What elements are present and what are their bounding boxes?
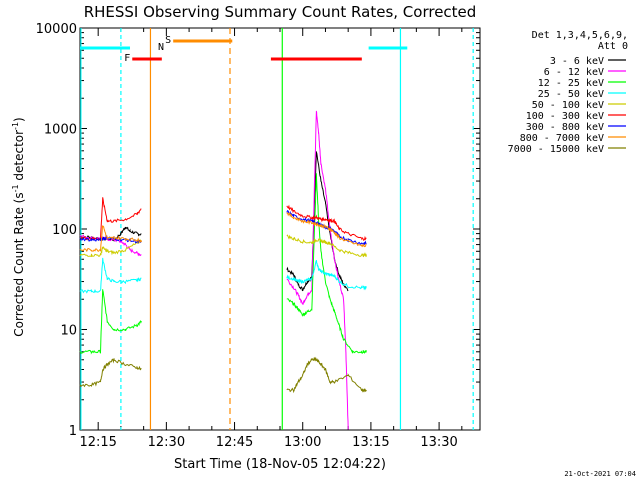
y-axis-label-main: Corrected Count Rate (s: [12, 192, 26, 336]
x-axis-label: Start Time (18-Nov-05 12:04:22): [174, 457, 386, 472]
legend-entry-label: 3 - 6 keV: [550, 56, 604, 67]
flag-label: S: [165, 35, 171, 46]
legend-entry-label: 25 - 50 keV: [538, 89, 604, 100]
x-tick-label: 12:30: [148, 435, 185, 450]
series-line: [286, 151, 349, 292]
flag-label: N: [158, 42, 164, 53]
flag-label: F: [124, 53, 130, 64]
legend-entry-label: 300 - 800 keV: [526, 122, 604, 133]
x-tick-label: 12:45: [216, 435, 253, 450]
y-tick-label: 10000: [36, 22, 77, 37]
series-line: [79, 225, 142, 253]
series-line: [79, 289, 142, 355]
y-tick-label: 1: [69, 424, 77, 439]
series-line: [286, 211, 367, 248]
x-tick-label: 13:30: [420, 435, 457, 450]
plot-area: 1 10 100 1000 10000 12:15 12:30 12:45 13:00 13:15…: [36, 22, 481, 450]
series-line: [286, 356, 367, 394]
series-line: [79, 257, 142, 294]
legend-entry-label: 100 - 300 keV: [526, 111, 604, 122]
series-line: [286, 259, 367, 291]
y-tick-label: 1000: [44, 123, 77, 138]
series-line: [286, 234, 367, 258]
x-tick-label: 12:15: [79, 435, 116, 450]
legend-entry-label: 7000 - 15000 keV: [508, 144, 604, 155]
legend-entry-label: 12 - 25 keV: [538, 78, 604, 89]
y-axis-label-sup2: -1: [11, 122, 20, 130]
series-line: [286, 110, 349, 430]
series-line: [79, 197, 142, 241]
x-tick-label: 13:00: [284, 435, 321, 450]
y-axis-label-end: ): [12, 117, 26, 122]
legend-header: Det 1,3,4,5,6,9,: [532, 30, 628, 41]
y-axis-label-mid: detector: [12, 130, 26, 185]
y-tick-label: 100: [52, 223, 77, 238]
legend-header: Att 0: [598, 41, 628, 52]
y-tick-label: 10: [60, 324, 77, 339]
legend-entry-label: 50 - 100 keV: [532, 100, 604, 111]
legend-entry-label: 800 - 7000 keV: [520, 133, 604, 144]
legend-entry-label: 6 - 12 keV: [544, 67, 604, 78]
y-axis-label-sup1: -1: [11, 184, 20, 192]
series-line: [79, 358, 142, 388]
x-tick-label: 13:15: [352, 435, 389, 450]
y-axis-label: Corrected Count Rate (s-1 detector-1): [11, 117, 26, 336]
series-line: [79, 238, 142, 258]
series-line: [286, 173, 367, 354]
footer-timestamp: 21-Oct-2021 07:04: [564, 470, 636, 478]
series-line: [286, 204, 367, 241]
chart-title: RHESSI Observing Summary Count Rates, Co…: [84, 3, 477, 21]
